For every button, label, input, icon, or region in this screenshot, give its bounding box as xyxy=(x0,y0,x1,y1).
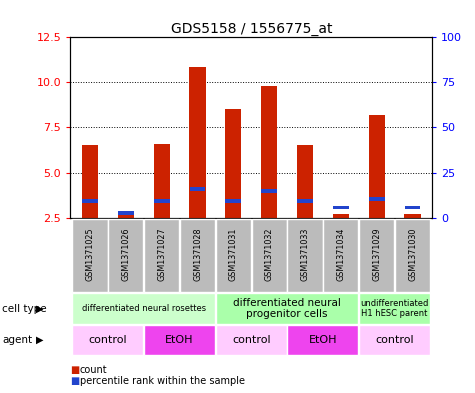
Bar xyxy=(153,144,170,218)
Text: GSM1371032: GSM1371032 xyxy=(265,227,274,281)
Bar xyxy=(405,206,420,209)
Bar xyxy=(369,197,385,201)
Bar xyxy=(297,145,313,218)
Bar xyxy=(395,219,430,292)
Bar xyxy=(216,219,251,292)
Bar xyxy=(73,294,215,323)
Text: cell type: cell type xyxy=(2,303,47,314)
Text: GSM1371031: GSM1371031 xyxy=(229,227,238,281)
Bar xyxy=(82,199,98,202)
Bar xyxy=(108,219,143,292)
Bar xyxy=(225,109,241,218)
Bar xyxy=(333,213,349,218)
Bar xyxy=(216,325,287,355)
Text: EtOH: EtOH xyxy=(309,335,337,345)
Bar xyxy=(287,219,323,292)
Text: GSM1371027: GSM1371027 xyxy=(157,227,166,281)
Text: GSM1371029: GSM1371029 xyxy=(372,227,381,281)
Text: GSM1371025: GSM1371025 xyxy=(86,227,95,281)
Text: percentile rank within the sample: percentile rank within the sample xyxy=(80,376,245,386)
Bar xyxy=(118,215,134,218)
Bar xyxy=(226,199,241,202)
Bar xyxy=(190,68,206,218)
Text: agent: agent xyxy=(2,335,32,345)
Text: control: control xyxy=(232,335,271,345)
Text: differentiated neural
progenitor cells: differentiated neural progenitor cells xyxy=(233,298,341,319)
Bar xyxy=(73,219,107,292)
Bar xyxy=(154,199,170,202)
Bar xyxy=(359,219,394,292)
Bar xyxy=(144,325,215,355)
Text: count: count xyxy=(80,365,107,375)
Text: undifferentiated
H1 hESC parent: undifferentiated H1 hESC parent xyxy=(361,299,429,318)
Bar xyxy=(359,294,430,323)
Bar xyxy=(252,219,287,292)
Text: ▶: ▶ xyxy=(36,303,43,314)
Text: ■: ■ xyxy=(70,376,79,386)
Bar xyxy=(73,325,143,355)
Bar xyxy=(333,206,349,209)
Bar xyxy=(261,86,277,218)
Bar xyxy=(359,325,430,355)
Title: GDS5158 / 1556775_at: GDS5158 / 1556775_at xyxy=(171,22,332,35)
Bar xyxy=(216,294,359,323)
Bar xyxy=(190,187,205,191)
Text: ■: ■ xyxy=(70,365,79,375)
Text: ▶: ▶ xyxy=(36,335,43,345)
Text: control: control xyxy=(89,335,127,345)
Text: GSM1371033: GSM1371033 xyxy=(301,227,310,281)
Text: control: control xyxy=(375,335,414,345)
Bar xyxy=(369,115,385,218)
Text: GSM1371026: GSM1371026 xyxy=(121,227,130,281)
Bar xyxy=(144,219,179,292)
Text: GSM1371028: GSM1371028 xyxy=(193,227,202,281)
Text: GSM1371030: GSM1371030 xyxy=(408,227,417,281)
Bar xyxy=(180,219,215,292)
Bar xyxy=(82,145,98,218)
Bar xyxy=(323,219,359,292)
Text: EtOH: EtOH xyxy=(165,335,194,345)
Bar xyxy=(405,213,420,218)
Bar xyxy=(261,189,277,193)
Text: GSM1371034: GSM1371034 xyxy=(336,227,345,281)
Bar xyxy=(287,325,359,355)
Bar xyxy=(118,211,134,215)
Bar xyxy=(297,199,313,202)
Text: differentiated neural rosettes: differentiated neural rosettes xyxy=(82,304,206,313)
